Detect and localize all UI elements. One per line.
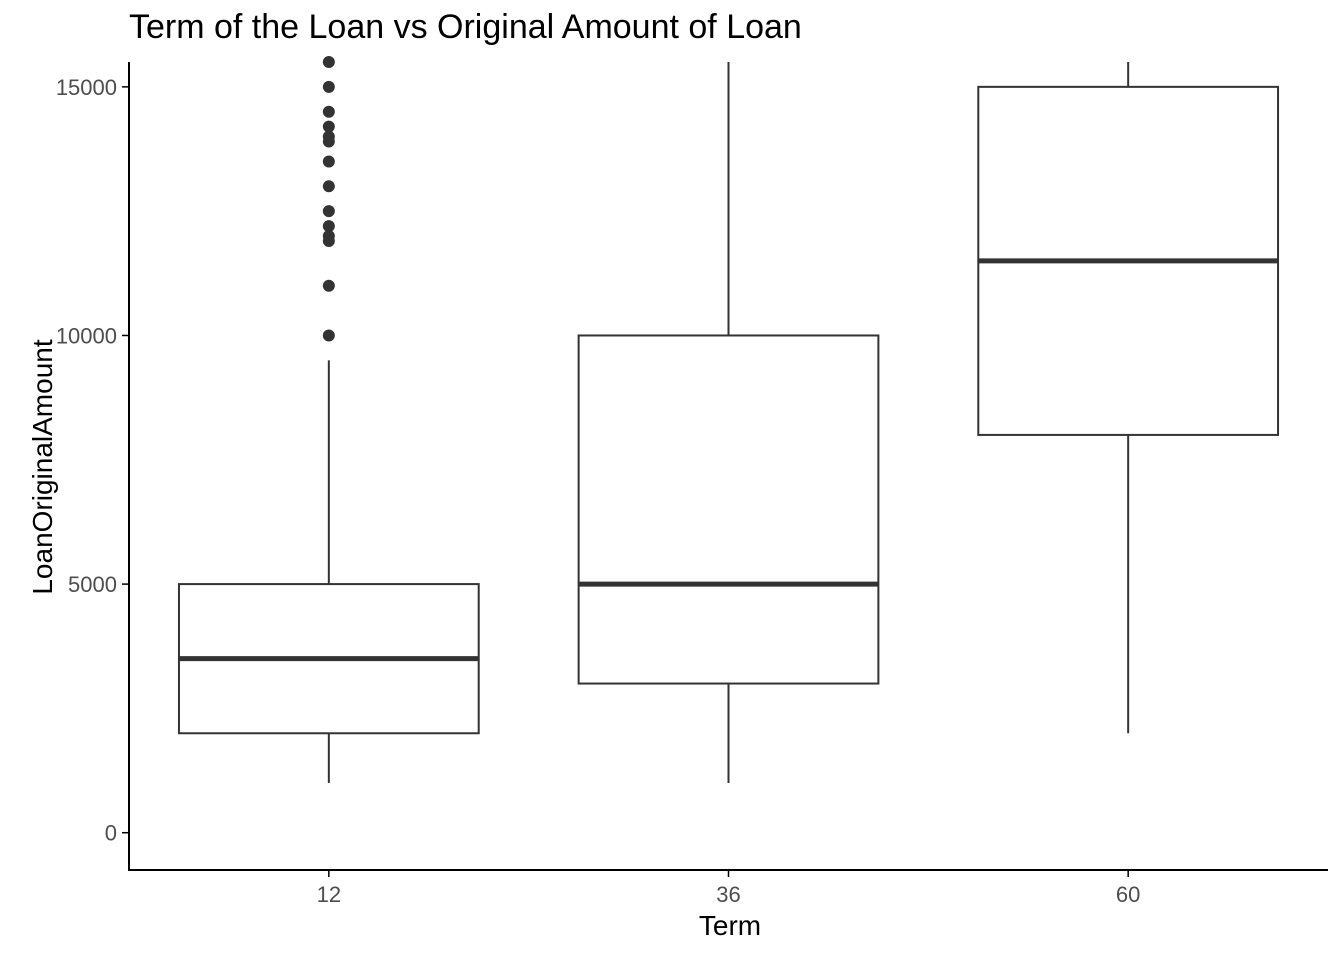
iqr-box [577, 334, 880, 685]
box-36 [577, 62, 880, 783]
outlier-point [322, 105, 335, 118]
outlier-point [322, 130, 335, 143]
chart-title: Term of the Loan vs Original Amount of L… [129, 8, 802, 46]
outlier-point [322, 180, 335, 193]
outlier-point [322, 329, 335, 342]
x-tick-label: 60 [1116, 882, 1140, 907]
y-tick-label: 5000 [68, 572, 117, 597]
axes: 0 5000 10000 15000 12 36 60 [56, 62, 1328, 907]
outlier-point [322, 205, 335, 218]
box-12 [177, 56, 480, 783]
x-tick-label: 12 [317, 882, 341, 907]
outlier-point [322, 80, 335, 93]
box-60 [977, 62, 1280, 734]
outlier-point [322, 230, 335, 243]
x-axis-label: Term [698, 910, 762, 941]
outlier-point [322, 155, 335, 168]
boxes [177, 56, 1280, 783]
outlier-point [322, 56, 335, 68]
y-tick-label: 15000 [56, 75, 117, 100]
outlier-point [322, 220, 335, 233]
outlier-point [322, 279, 335, 292]
outlier-point [322, 120, 335, 133]
y-tick-label: 0 [105, 821, 117, 846]
y-tick-label: 10000 [56, 323, 117, 348]
x-tick-label: 36 [716, 882, 740, 907]
